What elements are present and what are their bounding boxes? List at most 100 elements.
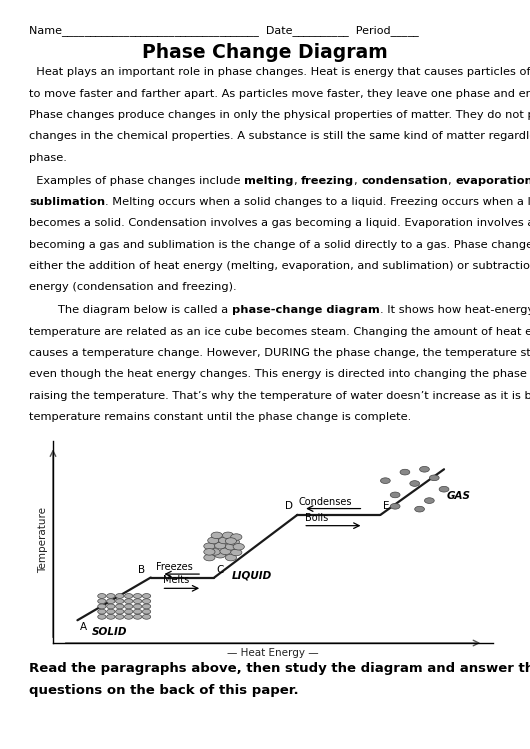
Circle shape (143, 609, 151, 614)
Circle shape (125, 614, 133, 619)
Circle shape (204, 543, 215, 550)
Circle shape (116, 614, 124, 619)
Circle shape (107, 593, 115, 598)
Circle shape (225, 544, 236, 550)
Circle shape (98, 593, 106, 598)
Circle shape (208, 537, 219, 544)
Circle shape (204, 548, 215, 555)
Circle shape (134, 604, 142, 609)
Circle shape (143, 598, 151, 604)
Circle shape (116, 609, 124, 614)
Circle shape (225, 538, 236, 545)
Circle shape (116, 598, 124, 604)
Text: Name___________________________________  Date__________  Period_____: Name___________________________________ … (29, 25, 419, 37)
Text: melting: melting (244, 175, 294, 186)
Text: LIQUID: LIQUID (232, 571, 272, 580)
Circle shape (390, 503, 400, 509)
Circle shape (143, 593, 151, 598)
Text: phase.: phase. (29, 153, 67, 163)
Text: D: D (285, 501, 293, 512)
Circle shape (107, 598, 115, 604)
Text: Examples of phase changes include: Examples of phase changes include (29, 175, 244, 186)
Circle shape (116, 593, 124, 598)
Circle shape (211, 532, 223, 539)
Circle shape (98, 598, 106, 604)
Circle shape (134, 614, 142, 619)
Text: becomes a solid. Condensation involves a gas becoming a liquid. Evaporation invo: becomes a solid. Condensation involves a… (29, 218, 530, 228)
Text: ,: , (354, 175, 361, 186)
Text: Boils: Boils (305, 513, 328, 524)
Circle shape (225, 554, 236, 561)
Text: Heat plays an important role in phase changes. Heat is energy that causes partic: Heat plays an important role in phase ch… (29, 67, 530, 77)
Circle shape (116, 604, 124, 609)
Text: causes a temperature change. However, DURING the phase change, the temperature s: causes a temperature change. However, DU… (29, 348, 530, 358)
Circle shape (134, 609, 142, 614)
Circle shape (98, 604, 106, 609)
Text: Freezes: Freezes (156, 562, 192, 572)
Text: Temperature: Temperature (38, 508, 48, 574)
Circle shape (143, 604, 151, 609)
Text: questions on the back of this paper.: questions on the back of this paper. (29, 684, 299, 697)
Circle shape (381, 478, 390, 484)
Text: Condenses: Condenses (298, 497, 352, 507)
Circle shape (215, 542, 226, 549)
Circle shape (134, 598, 142, 604)
Text: SOLID: SOLID (92, 628, 127, 637)
Circle shape (98, 609, 106, 614)
Circle shape (439, 486, 449, 492)
Text: . It shows how heat-energy and: . It shows how heat-energy and (379, 305, 530, 315)
Text: Melts: Melts (163, 575, 189, 586)
Text: ,: , (448, 175, 455, 186)
Circle shape (223, 532, 234, 539)
Circle shape (231, 549, 242, 556)
Text: even though the heat energy changes. This energy is directed into changing the p: even though the heat energy changes. Thi… (29, 369, 530, 379)
Text: sublimation: sublimation (29, 197, 105, 207)
Circle shape (143, 614, 151, 619)
Text: . Melting occurs when a solid changes to a liquid. Freezing occurs when a liquid: . Melting occurs when a solid changes to… (105, 197, 530, 207)
Text: temperature remains constant until the phase change is complete.: temperature remains constant until the p… (29, 412, 411, 422)
Circle shape (107, 604, 115, 609)
Text: — Heat Energy —: — Heat Energy — (227, 648, 319, 658)
Text: GAS: GAS (446, 491, 471, 501)
Text: The diagram below is called a: The diagram below is called a (29, 305, 232, 315)
Circle shape (98, 614, 106, 619)
Text: freezing: freezing (301, 175, 354, 186)
Text: Read the paragraphs above, then study the diagram and answer the: Read the paragraphs above, then study th… (29, 661, 530, 675)
Text: ,: , (294, 175, 301, 186)
Circle shape (204, 554, 215, 561)
Text: Phase Change Diagram: Phase Change Diagram (142, 43, 388, 61)
Text: energy (condensation and freezing).: energy (condensation and freezing). (29, 282, 237, 292)
Circle shape (125, 598, 133, 604)
Text: phase-change diagram: phase-change diagram (232, 305, 379, 315)
Circle shape (414, 506, 425, 512)
Circle shape (107, 614, 115, 619)
Text: changes in the chemical properties. A substance is still the same kind of matter: changes in the chemical properties. A su… (29, 132, 530, 142)
Circle shape (420, 467, 429, 472)
Circle shape (209, 548, 220, 555)
Circle shape (218, 537, 229, 544)
Text: evaporation: evaporation (455, 175, 530, 186)
Circle shape (400, 470, 410, 475)
Circle shape (220, 548, 231, 554)
Circle shape (429, 475, 439, 481)
Circle shape (125, 593, 133, 598)
Text: becoming a gas and sublimation is the change of a solid directly to a gas. Phase: becoming a gas and sublimation is the ch… (29, 240, 530, 249)
Circle shape (231, 534, 242, 540)
Circle shape (233, 544, 244, 550)
Text: condensation: condensation (361, 175, 448, 186)
Text: Phase changes produce changes in only the physical properties of matter. They do: Phase changes produce changes in only th… (29, 110, 530, 120)
Circle shape (107, 609, 115, 614)
Text: either the addition of heat energy (melting, evaporation, and sublimation) or su: either the addition of heat energy (melt… (29, 261, 530, 271)
Text: C: C (217, 565, 224, 575)
Circle shape (125, 604, 133, 609)
Text: E: E (383, 501, 390, 512)
Circle shape (134, 593, 142, 598)
Text: raising the temperature. That’s why the temperature of water doesn’t increase as: raising the temperature. That’s why the … (29, 390, 530, 401)
Circle shape (228, 539, 240, 545)
Text: B: B (138, 565, 145, 575)
Circle shape (215, 551, 226, 558)
Text: to move faster and farther apart. As particles move faster, they leave one phase: to move faster and farther apart. As par… (29, 88, 530, 99)
Text: temperature are related as an ice cube becomes steam. Changing the amount of hea: temperature are related as an ice cube b… (29, 327, 530, 336)
Circle shape (425, 498, 434, 503)
Text: A: A (80, 622, 87, 631)
